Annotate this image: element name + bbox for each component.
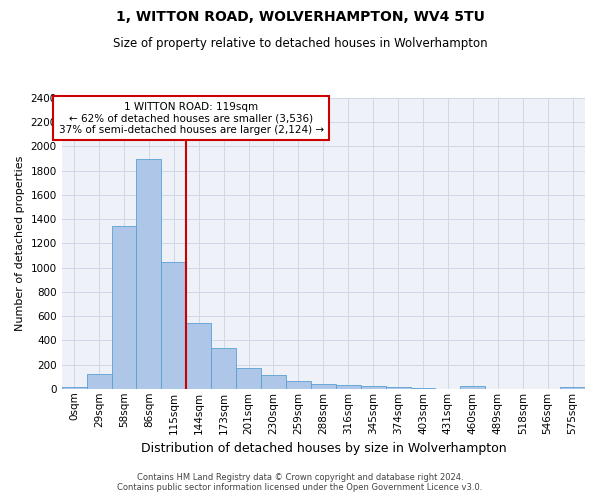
Bar — [236, 368, 261, 389]
Bar — [460, 386, 485, 389]
Text: 1 WITTON ROAD: 119sqm
← 62% of detached houses are smaller (3,536)
37% of semi-d: 1 WITTON ROAD: 119sqm ← 62% of detached … — [59, 102, 324, 135]
Bar — [261, 376, 286, 389]
Bar — [211, 348, 236, 389]
Bar — [336, 386, 361, 389]
Bar — [560, 387, 585, 389]
Bar — [136, 159, 161, 389]
X-axis label: Distribution of detached houses by size in Wolverhampton: Distribution of detached houses by size … — [140, 442, 506, 455]
Bar — [410, 388, 436, 389]
Bar — [386, 386, 410, 389]
Bar — [161, 262, 186, 389]
Bar — [286, 382, 311, 389]
Text: 1, WITTON ROAD, WOLVERHAMPTON, WV4 5TU: 1, WITTON ROAD, WOLVERHAMPTON, WV4 5TU — [116, 10, 484, 24]
Text: Size of property relative to detached houses in Wolverhampton: Size of property relative to detached ho… — [113, 38, 487, 51]
Bar — [86, 374, 112, 389]
Bar — [186, 322, 211, 389]
Bar — [361, 386, 386, 389]
Text: Contains HM Land Registry data © Crown copyright and database right 2024.
Contai: Contains HM Land Registry data © Crown c… — [118, 473, 482, 492]
Bar — [311, 384, 336, 389]
Bar — [62, 387, 86, 389]
Y-axis label: Number of detached properties: Number of detached properties — [15, 156, 25, 331]
Bar — [112, 226, 136, 389]
